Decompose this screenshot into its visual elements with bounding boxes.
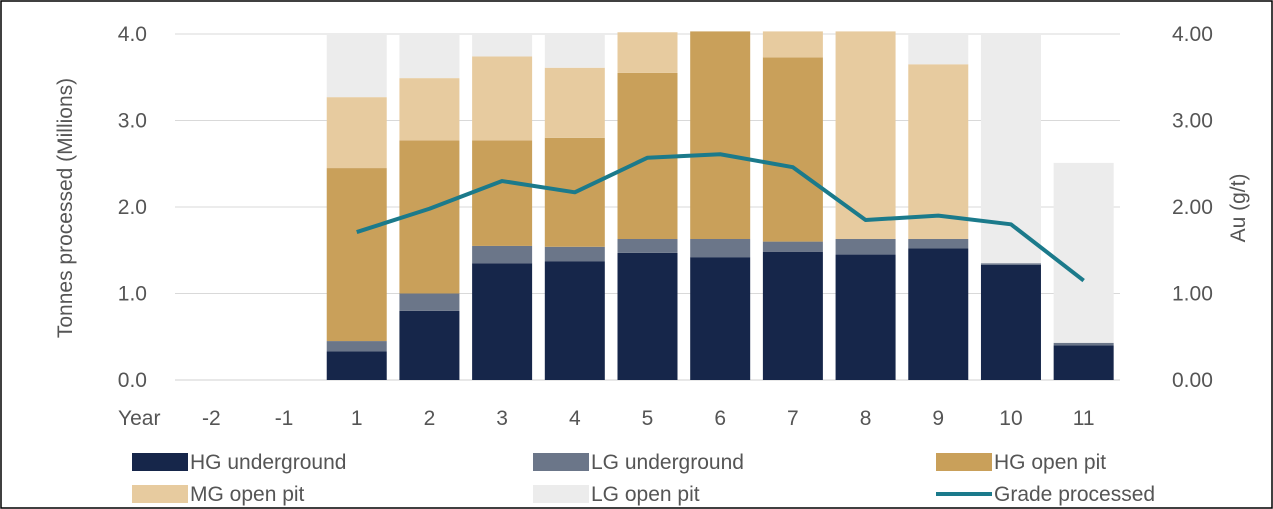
legend-label: HG underground [190,451,346,474]
bar-segment [544,261,605,380]
y-tick-label-left: 4.0 [118,23,147,46]
bar-segment [326,351,387,380]
bar-segment [544,246,605,262]
bar-segment [1053,345,1114,380]
x-tick-label: 11 [1073,407,1095,430]
bar-segment [980,34,1041,264]
bar-segment [690,31,751,240]
y-tick-label-right: 3.00 [1172,110,1213,133]
bar-segment [908,239,969,249]
bar-segment [835,239,896,255]
legend-label: LG open pit [591,483,700,506]
bar-segment [472,34,533,57]
x-tick-label: 9 [932,407,944,430]
y-tick-label-right: 1.00 [1172,283,1213,306]
x-tick-label: 1 [351,407,363,430]
bar-segment [835,254,896,380]
x-tick-label: -2 [202,407,221,430]
legend-swatch [533,453,589,471]
y-tick-label-left: 2.0 [118,196,147,219]
bar-segment [617,239,678,253]
bar-segment [399,310,460,380]
legend-swatch [132,485,188,503]
x-tick-label: 7 [787,407,799,430]
x-tick-label: 8 [860,407,872,430]
bar-segment [690,239,751,258]
bar-segment [399,78,460,141]
bar-segment [980,263,1041,265]
x-axis-prefix-label: Year [118,407,160,430]
legend-label: Grade processed [994,483,1155,506]
bar-segment [762,57,823,242]
bar-segment [472,140,533,246]
bars-group [326,31,1114,380]
y-tick-label-left: 0.0 [118,369,147,392]
bar-segment [908,34,969,65]
x-tick-label: 2 [424,407,436,430]
bar-segment [908,64,969,240]
x-tick-label: 4 [569,407,581,430]
bar-segment [472,56,533,141]
bar-segment [762,251,823,380]
bar-segment [762,241,823,252]
legend-swatch [936,453,992,471]
y-tick-label-left: 3.0 [118,110,147,133]
bar-segment [980,264,1041,380]
bar-segment [326,34,387,98]
bar-segment [399,293,460,311]
bar-segment [326,168,387,342]
y-tick-label-left: 1.0 [118,283,147,306]
x-tick-label: 5 [642,407,654,430]
legend-label: MG open pit [190,483,305,506]
legend-label: HG open pit [994,451,1106,474]
bar-segment [399,34,460,79]
x-tick-label: -1 [275,407,294,430]
bar-segment [690,257,751,380]
bar-segment [326,341,387,352]
bar-segment [908,248,969,380]
grade-line-group [356,152,1085,283]
bar-segment [326,97,387,169]
y-axis-title-left: Tonnes processed (Millions) [54,78,77,338]
bar-segment [617,252,678,380]
y-tick-label-right: 2.00 [1172,196,1213,219]
bar-segment [472,263,533,380]
legend-swatch [533,485,589,503]
y-axis-title-right: Au (g/t) [1227,174,1250,243]
legend: HG underground LG underground HG open pit M… [132,451,1155,506]
bar-segment [835,31,896,240]
bar-segment [1053,342,1114,346]
y-tick-label-right: 0.00 [1172,369,1213,392]
axes-group: 0.0 1.0 2.0 3.0 4.0 0.00 1.00 2.00 3.00 4.00 -2 -1 1… [118,23,1213,430]
bar-segment [544,67,605,138]
legend-label: LG underground [591,451,744,474]
bar-segment [617,32,678,73]
x-tick-label: 10 [999,407,1022,430]
bar-segment [1053,162,1114,343]
bar-segment [472,245,533,264]
bar-segment [762,31,823,58]
x-tick-label: 3 [496,407,508,430]
bar-segment [544,34,605,68]
legend-swatch [132,453,188,471]
y-tick-label-right: 4.00 [1172,23,1213,46]
x-tick-label: 6 [714,407,726,430]
